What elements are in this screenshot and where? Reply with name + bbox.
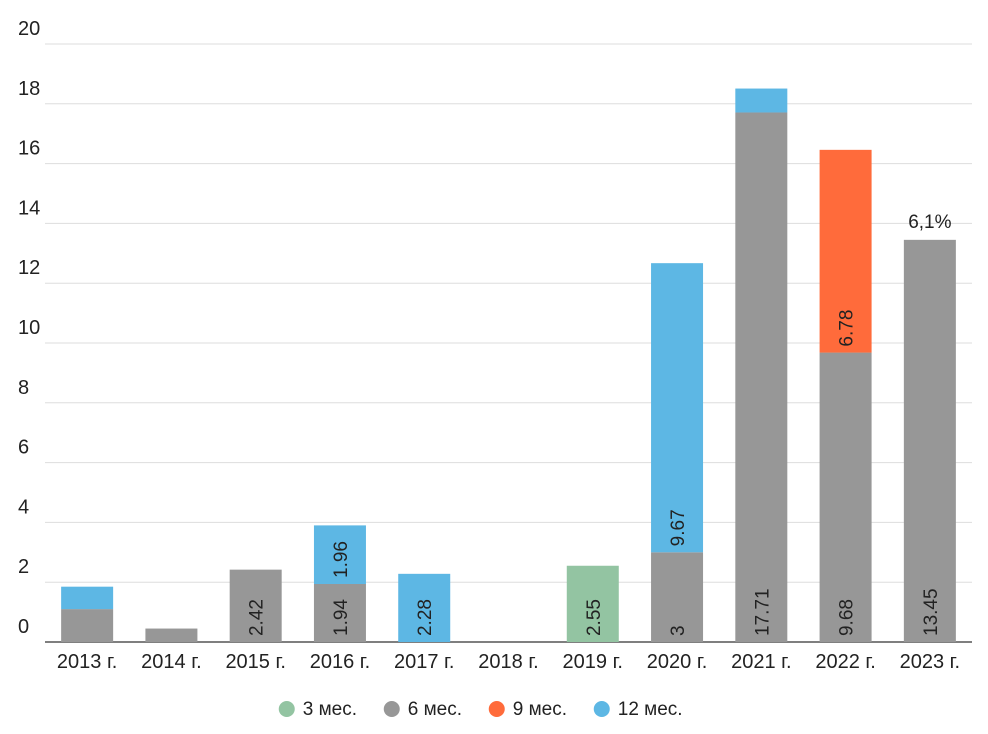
data-label: 6.78	[837, 310, 858, 347]
y-tick-label: 18	[18, 78, 40, 100]
y-tick-label: 0	[18, 616, 29, 638]
data-label: 2.42	[247, 599, 268, 636]
bar-segment	[735, 88, 788, 113]
x-tick-label: 2016 г.	[310, 651, 370, 673]
x-tick-label: 2023 г.	[900, 651, 960, 673]
legend-label: 6 мес.	[408, 699, 462, 720]
bar-segment	[566, 565, 619, 642]
data-label: 3	[668, 625, 689, 636]
legend-label: 12 мес.	[618, 699, 683, 720]
data-label: 13.45	[921, 588, 942, 636]
bar-segment	[651, 263, 704, 553]
x-tick-label: 2019 г.	[563, 651, 623, 673]
y-tick-label: 6	[18, 437, 29, 459]
data-label: 9.67	[668, 509, 689, 546]
data-label: 2.28	[415, 599, 436, 636]
x-tick-label: 2015 г.	[225, 651, 285, 673]
legend-swatch	[593, 701, 610, 717]
bar-segment	[735, 112, 788, 642]
y-tick-label: 20	[18, 18, 40, 40]
y-tick-label: 4	[18, 496, 29, 518]
x-tick-label: 2013 г.	[57, 651, 117, 673]
bar-segment	[229, 569, 282, 642]
bar-segment	[61, 586, 114, 610]
legend-swatch	[383, 701, 400, 717]
bar-segment	[313, 525, 366, 584]
legend: 3 мес. 6 мес. 9 мес. 12 мес.	[278, 699, 683, 720]
data-label: 1.96	[331, 541, 352, 578]
bar-segment	[145, 628, 198, 642]
x-tick-label: 2017 г.	[394, 651, 454, 673]
data-label: 2.55	[584, 599, 605, 636]
x-tick-label: 2014 г.	[141, 651, 201, 673]
y-tick-label: 16	[18, 138, 40, 160]
annotation-label: 6,1%	[908, 212, 951, 233]
data-label: 1.94	[331, 599, 352, 636]
y-axis: 0 2 4 6 8 10 12 14 16 18 20	[18, 18, 40, 638]
data-label: 17.71	[752, 588, 773, 636]
bar-segment	[313, 583, 366, 642]
bar-segment	[398, 573, 451, 642]
bar-segment	[819, 149, 872, 353]
bar-segment	[903, 239, 956, 642]
y-tick-label: 10	[18, 317, 40, 339]
gridlines	[45, 43, 972, 643]
legend-swatch	[278, 701, 295, 717]
data-label: 9.68	[837, 599, 858, 636]
x-tick-label: 2020 г.	[647, 651, 707, 673]
bar-segment	[61, 609, 114, 642]
legend-swatch	[488, 701, 505, 717]
bars: 2.42 1.94 1.96 2.28 2.55 3 9.67 17.71 9.68 6.78 13…	[61, 88, 956, 642]
bar-segment	[651, 552, 704, 642]
y-tick-label: 14	[18, 197, 40, 219]
x-axis: 2013 г. 2014 г. 2015 г. 2016 г. 2017 г. 2018 …	[57, 651, 960, 673]
bar-segment	[819, 352, 872, 642]
y-tick-label: 2	[18, 556, 29, 578]
y-tick-label: 8	[18, 377, 29, 399]
x-tick-label: 2021 г.	[731, 651, 791, 673]
y-tick-label: 12	[18, 257, 40, 279]
legend-label: 3 мес.	[303, 699, 357, 720]
x-tick-label: 2018 г.	[478, 651, 538, 673]
legend-label: 9 мес.	[513, 699, 567, 720]
x-tick-label: 2022 г.	[815, 651, 875, 673]
annotations: 6,1%	[908, 212, 951, 233]
